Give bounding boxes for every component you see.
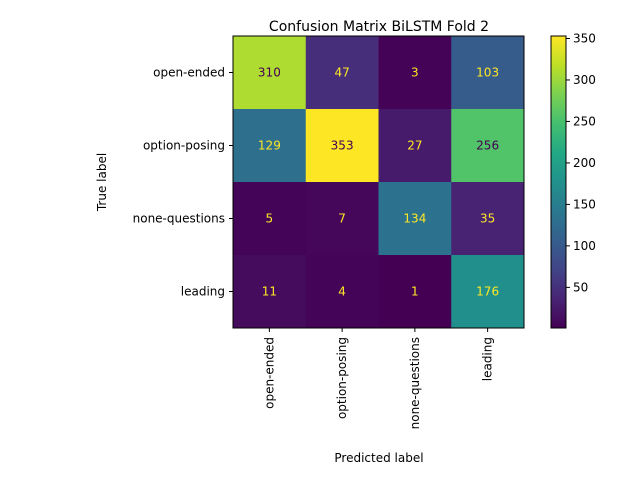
heatmap-cell (451, 255, 525, 329)
colorbar-tick-label: 250 (573, 114, 596, 128)
x-tick-label: open-ended (262, 337, 276, 409)
colorbar: 50 100 150 200 250 300 350 (550, 31, 596, 329)
heatmap-cell (305, 36, 379, 110)
cell-value-label: 35 (480, 212, 495, 226)
cell-value-label: 1 (411, 285, 419, 299)
cell-value-label: 5 (266, 212, 274, 226)
y-tick-label: option-posing (143, 139, 225, 153)
x-tick-label: none-questions (408, 337, 422, 429)
y-tick-label: open-ended (153, 66, 225, 80)
heatmap-cell (378, 182, 452, 256)
plot-frame (232, 35, 525, 329)
cell-value-label: 134 (403, 212, 426, 226)
heatmap-cell (233, 109, 307, 183)
x-tick-label: leading (481, 337, 495, 381)
colorbar-tick-label: 150 (573, 197, 596, 211)
heatmap-cell (233, 255, 307, 329)
heatmap-cell (378, 255, 452, 329)
cell-value-label: 353 (331, 139, 354, 153)
cell-value-label: 11 (262, 285, 277, 299)
colorbar-tick-label: 300 (573, 73, 596, 87)
cell-value-label: 103 (476, 66, 499, 80)
cell-value-label: 129 (258, 139, 281, 153)
cell-value-label: 47 (334, 66, 349, 80)
chart-title: Confusion Matrix BiLSTM Fold 2 (269, 19, 489, 35)
heatmap-cell (378, 109, 452, 183)
colorbar-tick-label: 350 (573, 31, 596, 45)
x-tick-label: option-posing (335, 337, 349, 419)
cell-value-label: 7 (338, 212, 346, 226)
x-axis-ticks: open-ended option-posing none-questions lea… (262, 328, 495, 429)
cell-value-label: 27 (407, 139, 422, 153)
heatmap-cell (305, 182, 379, 256)
cell-value-label: 256 (476, 139, 499, 153)
y-tick-label: leading (181, 285, 225, 299)
heatmap-cell (451, 109, 525, 183)
y-tick-label: none-questions (133, 212, 225, 226)
heatmap-cells: 310 47 3 103 129 353 27 256 5 7 134 35 11 4 1 176 (233, 36, 525, 329)
cell-value-label: 176 (476, 285, 499, 299)
colorbar-tick-label: 50 (573, 280, 588, 294)
heatmap-cell (451, 182, 525, 256)
colorbar-frame (550, 35, 567, 329)
heatmap-cell (378, 36, 452, 110)
heatmap-cell (233, 36, 307, 110)
cell-value-label: 4 (338, 285, 346, 299)
heatmap-cell (305, 109, 379, 183)
colorbar-ticks: 50 100 150 200 250 300 350 (566, 31, 596, 294)
y-axis-ticks: open-ended option-posing none-questions lea… (133, 66, 233, 299)
x-axis-label: Predicted label (334, 451, 423, 465)
heatmap-cell (233, 182, 307, 256)
cell-value-label: 310 (258, 66, 281, 80)
colorbar-gradient (551, 36, 566, 328)
colorbar-tick-label: 100 (573, 239, 596, 253)
colorbar-tick-label: 200 (573, 156, 596, 170)
cell-value-label: 3 (411, 66, 419, 80)
heatmap-cell (305, 255, 379, 329)
y-axis-label: True label (95, 153, 109, 212)
heatmap-cell (451, 36, 525, 110)
